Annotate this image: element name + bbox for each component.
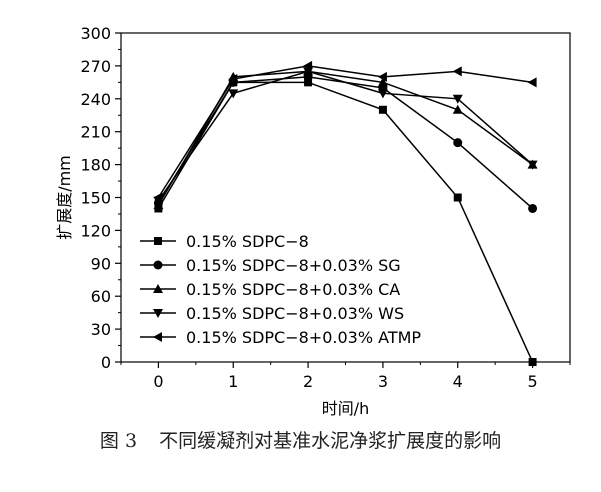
legend-label: 0.15% SDPC−8+0.03% CA <box>186 280 400 299</box>
y-tick-label: 60 <box>91 287 111 306</box>
data-point <box>528 203 538 213</box>
data-point <box>527 160 538 170</box>
caption-text: 不同缓凝剂对基准水泥净浆扩展度的影响 <box>159 430 502 452</box>
data-point <box>453 193 462 202</box>
series-5 <box>153 60 537 203</box>
data-point <box>153 192 163 203</box>
y-tick-label: 30 <box>91 320 111 339</box>
data-point <box>527 77 537 88</box>
legend-item: 0.15% SDPC−8+0.03% WS <box>140 304 404 323</box>
legend-label: 0.15% SDPC−8+0.03% SG <box>186 256 401 275</box>
data-point <box>377 77 388 87</box>
legend-label: 0.15% SDPC−8+0.03% ATMP <box>186 328 421 347</box>
x-tick-label: 2 <box>303 372 313 391</box>
data-point <box>452 104 463 114</box>
caption-label: 图 3 <box>99 430 138 452</box>
y-tick-label: 180 <box>80 156 111 175</box>
y-tick-label: 0 <box>101 353 111 372</box>
legend-item: 0.15% SDPC−8 <box>140 232 309 251</box>
x-tick-label: 3 <box>378 372 388 391</box>
legend-swatch-marker <box>154 237 162 245</box>
series-3 <box>153 66 538 210</box>
figure-caption: 图 3 不同缓凝剂对基准水泥净浆扩展度的影响 <box>0 426 601 453</box>
series-4 <box>153 67 538 206</box>
data-point <box>377 71 387 82</box>
y-tick-label: 240 <box>80 90 111 109</box>
x-tick-label: 1 <box>228 372 238 391</box>
series-line <box>157 65 533 198</box>
y-tick-label: 90 <box>91 254 111 273</box>
data-point <box>378 105 387 114</box>
legend-swatch-marker <box>153 260 163 270</box>
series-line <box>157 70 534 206</box>
data-point <box>377 89 388 99</box>
y-tick-label: 210 <box>80 123 111 142</box>
legend-swatch-marker <box>153 332 162 342</box>
data-point <box>452 66 462 77</box>
data-point <box>453 138 463 148</box>
legend: 0.15% SDPC−8 0.15% SDPC−8+0.03% SG 0.15% S… <box>140 232 421 347</box>
legend-label: 0.15% SDPC−8 <box>186 232 309 251</box>
legend-item: 0.15% SDPC−8+0.03% CA <box>140 280 400 299</box>
legend-label: 0.15% SDPC−8+0.03% WS <box>186 304 404 323</box>
series-line <box>157 70 534 202</box>
legend-item: 0.15% SDPC−8+0.03% ATMP <box>140 328 421 347</box>
legend-swatch-marker <box>153 309 163 318</box>
data-point <box>228 74 238 85</box>
x-axis: 0 1 2 3 4 5 <box>120 362 571 391</box>
y-tick-label: 150 <box>80 189 111 208</box>
legend-item: 0.15% SDPC−8+0.03% SG <box>140 256 401 275</box>
legend-swatch-marker <box>153 284 163 293</box>
line-chart: 0 30 60 90 120 150 180 210 240 270 300 0 1 2 3 4 5 0.15… <box>55 24 571 418</box>
data-point <box>304 78 313 87</box>
y-tick-label: 120 <box>80 221 111 240</box>
data-point <box>528 358 537 366</box>
data-point <box>303 60 313 71</box>
data-point <box>228 89 239 99</box>
x-tick-label: 4 <box>453 372 463 391</box>
x-axis-label: 时间/h <box>322 399 370 418</box>
y-axis: 0 30 60 90 120 150 180 210 240 270 300 <box>80 24 121 372</box>
series-layer <box>153 60 538 366</box>
series-2 <box>153 72 538 213</box>
y-tick-label: 270 <box>80 57 111 76</box>
x-tick-label: 0 <box>153 372 163 391</box>
data-point <box>452 94 463 104</box>
y-tick-label: 300 <box>80 24 111 43</box>
y-axis-label: 扩展度/mm <box>55 155 74 240</box>
x-tick-label: 5 <box>527 372 537 391</box>
